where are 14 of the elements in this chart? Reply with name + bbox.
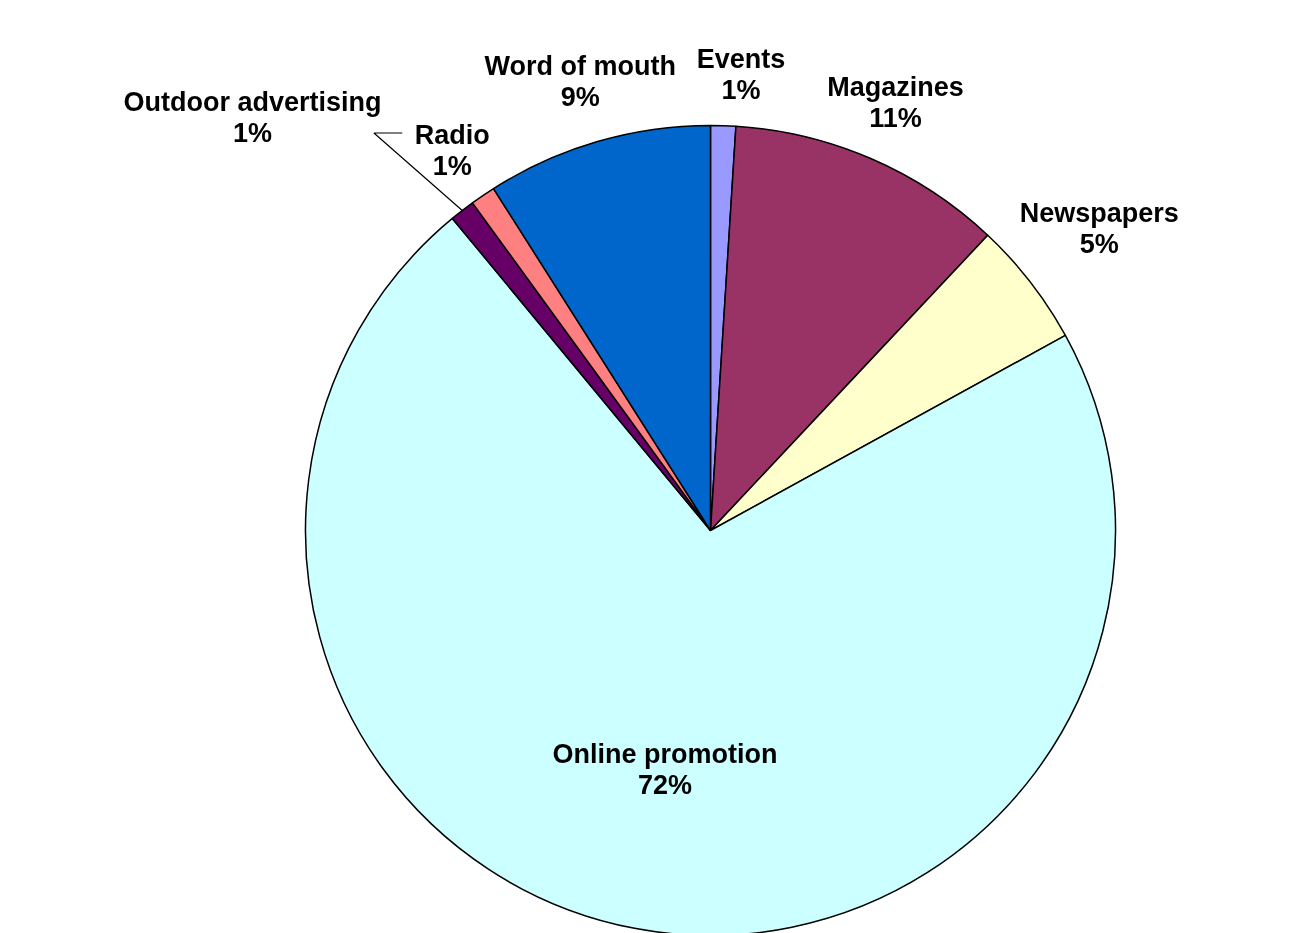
data-label: 11% [869,103,922,134]
slice-label: Outdoor advertising [123,86,382,117]
slice-label: Events [696,43,786,74]
slice-label: Newspapers [1019,198,1179,229]
data-label: 1% [232,118,272,148]
data-label: 9% [560,82,600,113]
data-label: 72% [637,769,692,800]
slice-label: Word of mouth [484,51,676,82]
data-label: 5% [1079,229,1119,260]
data-label: 1% [721,74,761,105]
slice-label: Radio [414,119,490,150]
slice-label: Magazines [827,72,964,103]
slice-label: Online promotion [552,738,778,769]
data-label: 1% [432,150,472,181]
